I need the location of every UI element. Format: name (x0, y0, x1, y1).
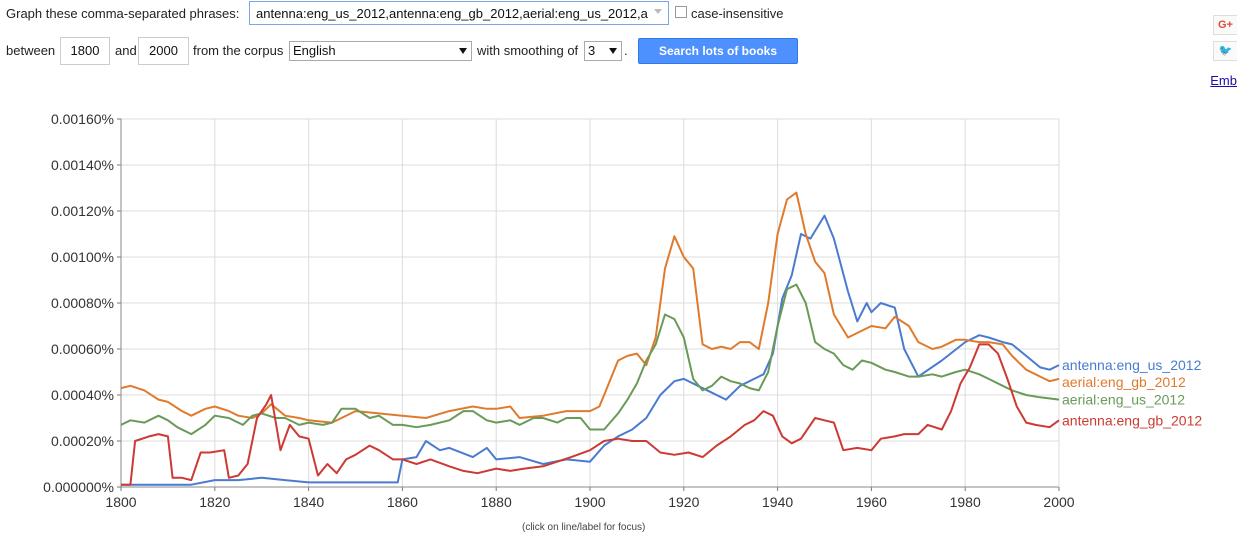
smoothing-label: with smoothing of (477, 43, 579, 58)
chevron-down-icon (609, 48, 617, 54)
chart-lines (120, 191, 1060, 486)
series-label: aerial:eng_gb_2012 (1062, 374, 1186, 390)
twitter-icon[interactable]: 🐦 (1213, 41, 1237, 61)
chevron-down-icon (459, 48, 467, 54)
y-tick-label: 0.00060% (51, 341, 114, 357)
x-tick-label: 1900 (574, 494, 605, 510)
chevron-down-icon (654, 9, 662, 14)
y-tick-label: 0.00100% (51, 249, 114, 265)
x-tick-label: 1840 (293, 494, 324, 510)
year-start-input[interactable]: 1800 (60, 37, 110, 65)
y-tick-label: 0.00160% (51, 111, 114, 127)
y-tick-label: 0.00120% (51, 203, 114, 219)
x-tick-label: 1820 (199, 494, 230, 510)
x-tick-label: 2000 (1043, 494, 1074, 510)
chart-footnote: (click on line/label for focus) (522, 522, 646, 533)
and-label: and (115, 43, 137, 58)
google-plus-icon[interactable]: G+ (1213, 15, 1237, 35)
case-insensitive-label: case-insensitive (691, 6, 784, 21)
y-tick-label: 0.00020% (51, 433, 114, 449)
series-line-aerial-eng-us-2012 (120, 283, 1060, 436)
period-text: . (624, 43, 628, 58)
x-tick-label: 1960 (856, 494, 887, 510)
series-label: antenna:eng_gb_2012 (1062, 412, 1202, 428)
chart-axes: 1800 1820 1840 1860 1880 1900 1920 1940 1960 1980… (43, 111, 1075, 510)
case-insensitive-checkbox[interactable] (675, 6, 687, 18)
y-tick-label: 0.00080% (51, 295, 114, 311)
series-line-antenna-eng-us-2012 (121, 214, 1060, 486)
ngram-chart: 1800 1820 1840 1860 1880 1900 1920 1940 1960 1980… (43, 111, 1202, 510)
y-tick-label: 0.00140% (51, 157, 114, 173)
x-tick-label: 1920 (668, 494, 699, 510)
series-label: antenna:eng_us_2012 (1062, 357, 1202, 373)
phrases-input-value: antenna:eng_us_2012,antenna:eng_gb_2012,… (256, 6, 648, 21)
series-line-antenna-eng-gb-2012 (121, 343, 1060, 486)
y-tick-label: 0.000000% (43, 479, 114, 495)
series-label: aerial:eng_us_2012 (1062, 392, 1185, 408)
corpus-label: from the corpus (193, 43, 284, 58)
series-line-aerial-eng-gb-2012 (120, 191, 1060, 424)
x-tick-label: 1800 (105, 494, 136, 510)
smoothing-select-value: 3 (588, 43, 596, 58)
search-button[interactable]: Search lots of books (638, 38, 798, 64)
between-label: between (6, 43, 56, 58)
x-tick-label: 1940 (762, 494, 793, 510)
x-tick-label: 1860 (387, 494, 418, 510)
corpus-select-value: English (293, 43, 336, 58)
y-tick-label: 0.00040% (51, 387, 114, 403)
phrases-input[interactable]: antenna:eng_us_2012,antenna:eng_gb_2012,… (249, 1, 669, 25)
corpus-select[interactable]: English (289, 41, 472, 61)
year-end-input[interactable]: 2000 (138, 37, 189, 65)
phrases-label: Graph these comma-separated phrases: (6, 6, 240, 21)
chart-grid (120, 118, 1060, 488)
chart-series-labels: antenna:eng_us_2012aerial:eng_gb_2012aer… (1062, 357, 1202, 428)
x-tick-label: 1880 (481, 494, 512, 510)
x-tick-label: 1980 (950, 494, 981, 510)
smoothing-select[interactable]: 3 (584, 41, 622, 61)
embed-link[interactable]: Emb (1210, 73, 1237, 88)
